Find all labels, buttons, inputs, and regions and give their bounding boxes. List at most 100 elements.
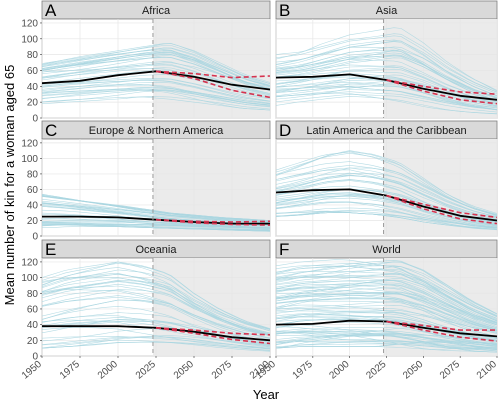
ci-lower-line xyxy=(386,194,497,225)
x-tick-label: 2025 xyxy=(364,359,388,382)
country-line xyxy=(276,172,497,218)
country-line xyxy=(42,56,270,90)
country-line xyxy=(276,266,497,315)
country-line xyxy=(276,339,497,350)
country-line xyxy=(42,45,270,84)
country-line xyxy=(42,261,270,330)
country-line xyxy=(42,299,270,339)
country-line xyxy=(276,279,497,323)
country-line xyxy=(42,269,270,332)
country-line xyxy=(42,80,270,102)
ci-upper-line xyxy=(386,320,497,331)
country-line xyxy=(276,307,497,337)
country-line xyxy=(276,287,497,328)
country-line xyxy=(276,327,497,345)
country-line xyxy=(42,47,270,87)
country-line xyxy=(42,319,270,346)
country-line xyxy=(276,152,497,214)
ci-upper-line xyxy=(155,327,270,336)
y-tick-label: 120 xyxy=(21,138,38,149)
country-line xyxy=(276,150,497,216)
country-line xyxy=(276,85,497,110)
panel-title: Africa xyxy=(142,5,171,17)
country-line xyxy=(42,336,270,349)
country-line xyxy=(42,43,270,86)
country-line xyxy=(42,289,270,336)
x-tick-label: 2050 xyxy=(401,359,425,382)
x-tick-label: 1950 xyxy=(20,359,44,382)
country-line xyxy=(276,260,497,317)
x-tick-label: 1950 xyxy=(254,359,278,382)
panel-letter: E xyxy=(45,240,56,259)
country-line xyxy=(276,294,497,338)
y-tick-label: 100 xyxy=(21,273,38,284)
y-tick-label: 0 xyxy=(32,114,38,125)
country-line xyxy=(276,59,497,101)
ci-lower-line xyxy=(386,320,497,342)
panel-f: World F 1950 1975 2000 2025 2050 2075 2100 xyxy=(254,239,499,382)
country-line xyxy=(276,188,497,225)
country-line xyxy=(42,220,270,230)
country-line xyxy=(42,82,270,104)
country-line xyxy=(42,61,270,94)
country-line xyxy=(276,261,497,315)
y-tick-label: 60 xyxy=(27,66,39,77)
country-line xyxy=(276,332,497,347)
country-line xyxy=(42,54,270,89)
ci-lower-line xyxy=(155,218,270,226)
ci-lower-line xyxy=(155,327,270,345)
country-line xyxy=(42,222,270,229)
y-tick-label: 20 xyxy=(27,216,39,227)
country-line xyxy=(42,289,270,336)
country-line xyxy=(276,275,497,320)
panel-a: Africa A 0 20 40 60 80 100 120 xyxy=(21,0,271,125)
plot-lines xyxy=(276,27,497,115)
country-line xyxy=(42,43,270,83)
y-tick-label: 100 xyxy=(21,34,38,45)
y-tick-label: 0 xyxy=(32,352,38,363)
panel-letter: D xyxy=(279,121,291,140)
country-line xyxy=(276,329,497,350)
country-line xyxy=(42,84,270,108)
panel-letter: A xyxy=(45,1,57,20)
x-axis-title: Year xyxy=(253,387,280,402)
country-line xyxy=(276,201,497,228)
y-tick-label: 40 xyxy=(27,200,39,211)
y-tick-label: 80 xyxy=(27,169,39,180)
y-tick-label: 40 xyxy=(27,82,39,93)
country-line xyxy=(276,83,497,109)
country-line xyxy=(276,201,497,228)
plot-lines xyxy=(276,259,497,353)
country-line xyxy=(276,261,497,314)
country-line xyxy=(42,339,270,352)
y-tick-label: 80 xyxy=(27,289,39,300)
country-line xyxy=(276,57,497,99)
country-line xyxy=(276,207,497,229)
x-tick-label: 1975 xyxy=(291,359,315,382)
ci-upper-line xyxy=(386,194,497,219)
x-tick-label: 2075 xyxy=(210,359,234,382)
plot-lines xyxy=(42,193,270,232)
country-line xyxy=(276,76,497,110)
y-tick-label: 0 xyxy=(32,232,38,243)
country-line xyxy=(276,164,497,216)
country-line xyxy=(276,287,497,326)
country-line xyxy=(276,161,497,215)
country-line xyxy=(276,35,497,93)
x-tick-label: 2000 xyxy=(96,359,120,382)
country-line xyxy=(42,74,270,99)
ci-lower-line xyxy=(386,79,497,105)
y-tick-label: 60 xyxy=(27,185,39,196)
ci-upper-line xyxy=(386,79,497,95)
country-line xyxy=(276,54,497,98)
country-line xyxy=(276,273,497,317)
x-tick-label: 2000 xyxy=(327,359,351,382)
country-line xyxy=(42,96,270,110)
panel-letter: F xyxy=(279,240,289,259)
ci-lower-line xyxy=(155,70,270,99)
y-tick-label: 100 xyxy=(21,154,38,165)
country-line xyxy=(276,93,497,113)
country-line xyxy=(276,314,497,345)
y-tick-label: 20 xyxy=(27,98,39,109)
